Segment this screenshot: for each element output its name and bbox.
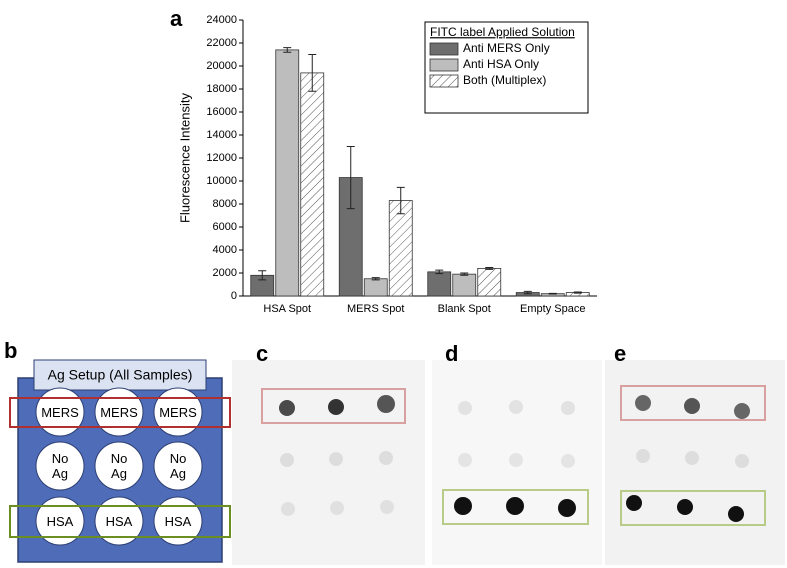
- spot: [35, 496, 85, 546]
- spot-label-box: HSA: [105, 513, 133, 529]
- error-bar: [371, 277, 380, 281]
- spot-label: HSA: [164, 513, 192, 529]
- error-bar: [283, 47, 292, 53]
- mers-row-box: [620, 385, 766, 421]
- spot-label-box: No Ag: [110, 451, 128, 481]
- y-tick-label: 4000: [213, 244, 237, 256]
- spot-label: No Ag: [169, 451, 187, 481]
- spot: [35, 387, 85, 437]
- legend-title: FITC label Applied Solution: [430, 25, 575, 39]
- spot-grid: MERS MERS MERS No Ag No Ag No Ag HSA HSA HSA: [35, 387, 203, 546]
- spot-label: No Ag: [51, 451, 69, 481]
- blot-spots: [626, 395, 750, 522]
- error-bar: [485, 266, 494, 270]
- spot: [153, 441, 203, 491]
- spot-label: HSA: [105, 513, 133, 529]
- x-tick-label: MERS Spot: [347, 303, 404, 315]
- panel-label: e: [614, 341, 626, 366]
- legend-label: Anti HSA Only: [463, 57, 539, 71]
- x-tick-label: HSA Spot: [263, 303, 311, 315]
- bar: [427, 271, 452, 297]
- error-bar: [346, 146, 355, 210]
- y-tick-label: 10000: [206, 175, 237, 187]
- legend-swatch: [429, 42, 459, 56]
- bar: [477, 267, 502, 297]
- spot-label: No Ag: [110, 451, 128, 481]
- y-tick-label: 0: [231, 290, 237, 302]
- spot: [94, 496, 144, 546]
- spot-label: MERS: [100, 404, 138, 420]
- y-tick-label: 16000: [206, 106, 237, 118]
- y-tick-label: 8000: [213, 198, 237, 210]
- y-axis-label: Fluorescence Intensity: [177, 92, 192, 223]
- spot-label-box: HSA: [46, 513, 74, 529]
- bar: [452, 273, 477, 297]
- hsa-row-box: [442, 489, 589, 525]
- legend-swatch: [429, 74, 459, 88]
- spot-label-box: MERS: [159, 404, 197, 420]
- setup-title-box: [33, 359, 207, 391]
- hsa-row-box: [9, 505, 231, 538]
- y-tick-label: 18000: [206, 83, 237, 95]
- spot-label: MERS: [159, 404, 197, 420]
- y-tick-label: 20000: [206, 60, 237, 72]
- spot: [153, 496, 203, 546]
- spot: [94, 387, 144, 437]
- spot-label-box: MERS: [100, 404, 138, 420]
- error-bar: [396, 186, 405, 215]
- y-tick-label: 6000: [213, 221, 237, 233]
- y-tick-label: 24000: [206, 14, 237, 26]
- error-bar: [308, 54, 317, 92]
- legend-swatch: [429, 58, 459, 72]
- bar: [363, 278, 388, 297]
- panel-label: a: [170, 6, 183, 31]
- mers-row-box: [261, 388, 406, 424]
- spot: [94, 441, 144, 491]
- x-tick-label: Blank Spot: [438, 303, 491, 315]
- bar-chart: 0 2000 4000 6000 8000 10000 12000 14000 16000 180…: [206, 14, 597, 315]
- legend-label: Anti MERS Only: [463, 41, 550, 55]
- error-bar: [573, 291, 582, 294]
- error-bar: [435, 269, 444, 275]
- y-tick-label: 12000: [206, 152, 237, 164]
- panel-label: d: [445, 341, 458, 366]
- error-bar: [460, 272, 469, 276]
- panel-label: b: [4, 338, 17, 363]
- y-tick-label: 22000: [206, 37, 237, 49]
- x-tick-label: Empty Space: [520, 303, 585, 315]
- blot-spots: [279, 395, 395, 516]
- bar: [388, 200, 413, 297]
- error-bar: [548, 292, 557, 295]
- blot-image: [232, 360, 425, 565]
- spot: [35, 441, 85, 491]
- panel-label: c: [256, 341, 268, 366]
- y-tick-label: 2000: [213, 267, 237, 279]
- setup-title: Ag Setup (All Samples): [48, 367, 193, 383]
- spot-label: HSA: [46, 513, 74, 529]
- error-bar: [523, 290, 532, 295]
- spot-label: MERS: [41, 404, 79, 420]
- legend-label: Both (Multiplex): [463, 73, 546, 87]
- error-bar: [258, 270, 267, 281]
- spot-label-box: HSA: [164, 513, 192, 529]
- mers-row-box: [9, 397, 231, 428]
- blot-spots: [454, 400, 576, 517]
- spot-label-box: No Ag: [51, 451, 69, 481]
- y-tick-label: 14000: [206, 129, 237, 141]
- bar: [275, 49, 300, 297]
- spot-label-box: MERS: [41, 404, 79, 420]
- spot-label-box: No Ag: [169, 451, 187, 481]
- bar: [300, 72, 325, 297]
- spot: [153, 387, 203, 437]
- hsa-row-box: [620, 490, 766, 526]
